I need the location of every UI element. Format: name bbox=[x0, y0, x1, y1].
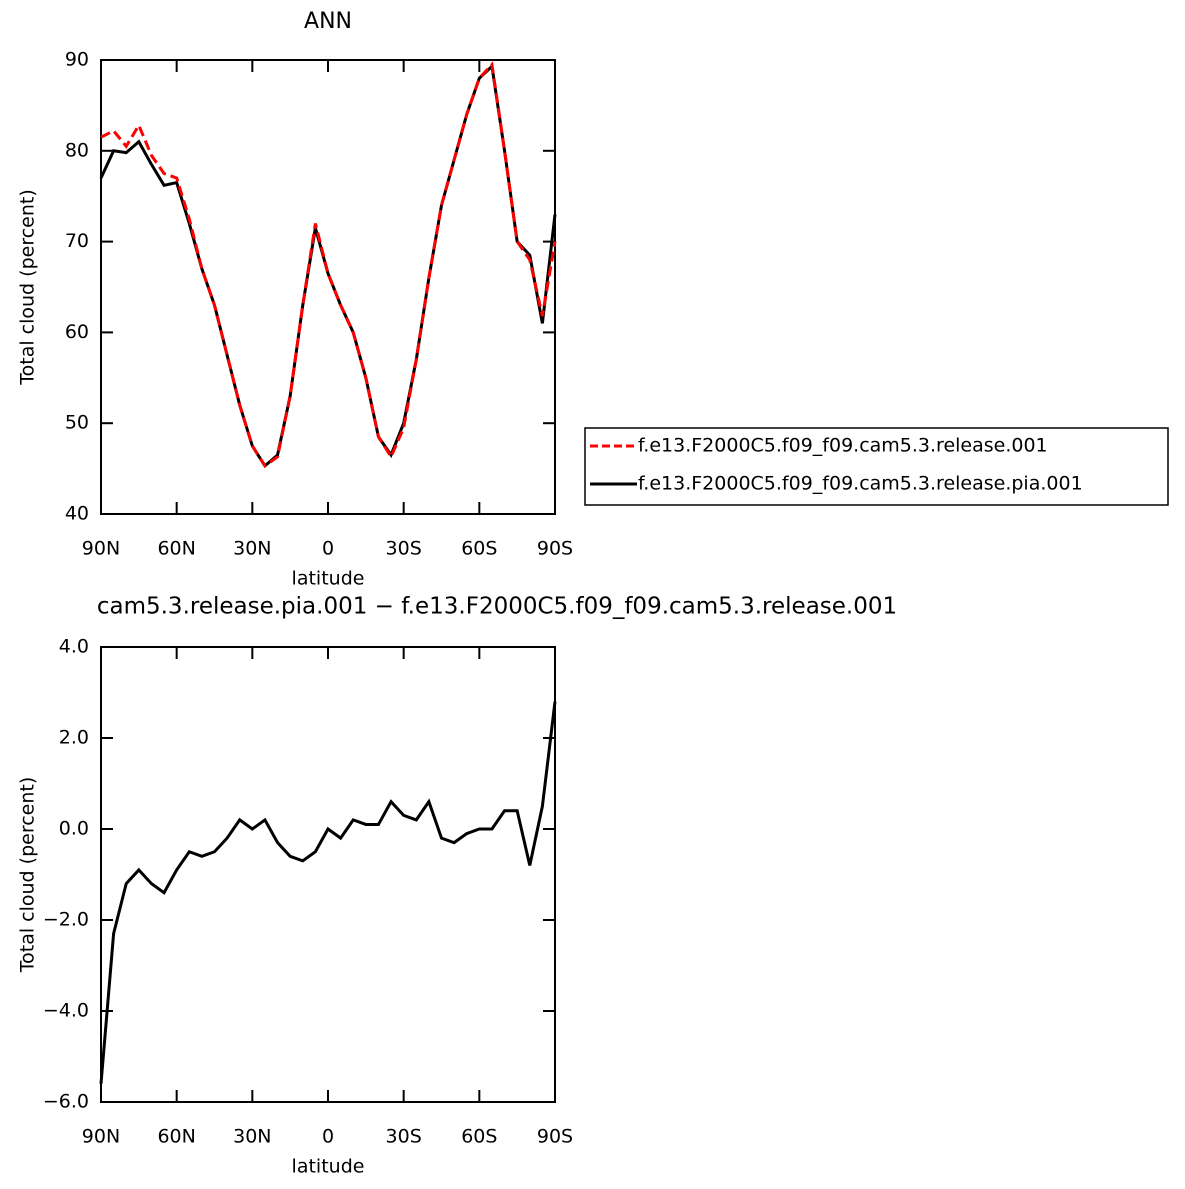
x-tick-label: 60S bbox=[461, 538, 497, 560]
y-tick-label: 4.0 bbox=[59, 636, 89, 658]
x-tick-label: 0 bbox=[322, 1126, 334, 1148]
x-tick-label: 60N bbox=[157, 538, 195, 560]
data-line bbox=[99, 701, 557, 1084]
y-tick-label: 40 bbox=[65, 503, 89, 525]
y-tick-label: 0.0 bbox=[59, 818, 89, 840]
x-tick-label: 90S bbox=[537, 538, 573, 560]
x-tick-label: 60N bbox=[157, 1126, 195, 1148]
chart-title: ANN bbox=[304, 9, 352, 34]
plot-frame bbox=[100, 646, 556, 1103]
plot-frame bbox=[100, 59, 556, 515]
y-tick-label: −2.0 bbox=[43, 909, 89, 931]
x-tick-label: 30S bbox=[386, 1126, 422, 1148]
data-line bbox=[100, 61, 557, 469]
x-tick-label: 30N bbox=[233, 1126, 271, 1148]
x-tick-label: 90N bbox=[82, 1126, 120, 1148]
x-tick-label: 30S bbox=[386, 538, 422, 560]
y-tick-label: 50 bbox=[65, 412, 89, 434]
y-axis-label: Total cloud (percent) bbox=[17, 189, 39, 386]
x-tick-label: 90S bbox=[537, 1126, 573, 1148]
legend-box bbox=[584, 427, 1169, 506]
data-line bbox=[99, 63, 557, 469]
y-tick-label: 80 bbox=[65, 139, 89, 161]
y-axis-label: Total cloud (percent) bbox=[17, 777, 39, 974]
x-tick-label: 90N bbox=[82, 538, 120, 560]
x-axis-label: latitude bbox=[292, 1156, 365, 1178]
legend-label: f.e13.F2000C5.f09_f09.cam5.3.release.pia… bbox=[638, 473, 1083, 495]
y-tick-label: 60 bbox=[65, 321, 89, 343]
y-tick-label: −6.0 bbox=[43, 1091, 89, 1113]
y-tick-label: 90 bbox=[65, 49, 89, 71]
chart-title: cam5.3.release.pia.001 − f.e13.F2000C5.f… bbox=[97, 594, 897, 620]
y-tick-label: 70 bbox=[65, 230, 89, 252]
x-tick-label: 0 bbox=[322, 538, 334, 560]
x-axis-label: latitude bbox=[292, 568, 365, 590]
y-tick-label: 2.0 bbox=[59, 727, 89, 749]
legend-label: f.e13.F2000C5.f09_f09.cam5.3.release.001 bbox=[638, 435, 1048, 457]
x-tick-label: 60S bbox=[461, 1126, 497, 1148]
x-tick-label: 30N bbox=[233, 538, 271, 560]
y-tick-label: −4.0 bbox=[43, 1000, 89, 1022]
